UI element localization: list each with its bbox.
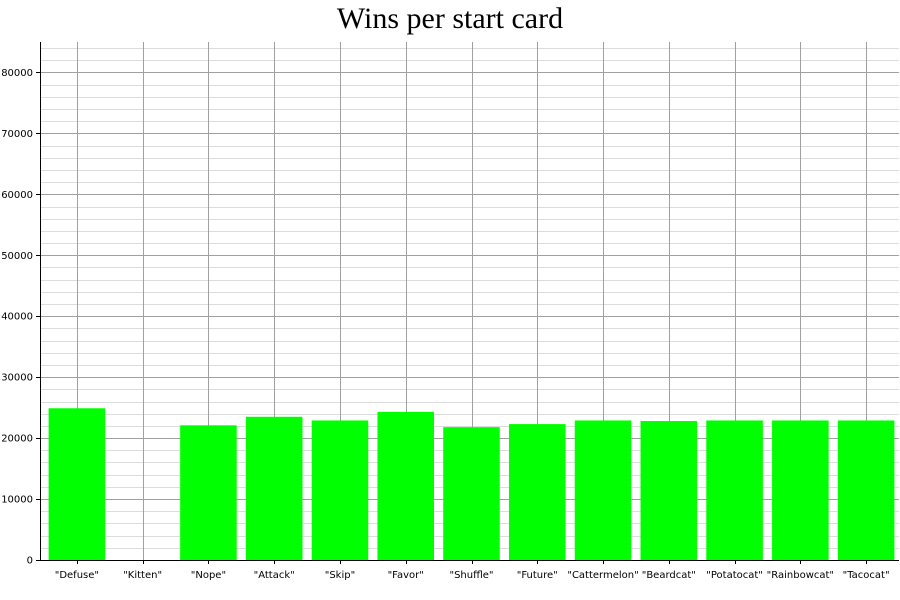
chart-title: Wins per start card [336, 2, 564, 35]
bar [837, 420, 895, 560]
x-tick-label: "Rainbowcat" [767, 570, 834, 581]
y-tick-label: 30000 [1, 373, 33, 384]
y-tick-label: 10000 [1, 495, 33, 506]
bar [508, 424, 566, 560]
bar [377, 411, 435, 560]
bar [443, 427, 500, 560]
y-tick-label: 80000 [1, 68, 33, 79]
bars [48, 408, 895, 560]
x-tick-label: "Cattermelon" [567, 570, 638, 581]
y-tick-label: 40000 [1, 312, 33, 323]
x-tick-labels: "Defuse" "Kitten" "Nope" "Attack" "Skip" "Fav… [55, 570, 890, 581]
x-tick-label: "Beardcat" [642, 570, 696, 581]
x-tick-label: "Potatocat" [706, 570, 763, 581]
bar [48, 408, 106, 560]
bar [180, 425, 237, 560]
y-tick-label: 60000 [1, 190, 33, 201]
y-tick-label: 0 [27, 556, 33, 567]
x-tick-label: "Tacocat" [843, 570, 890, 581]
bar [311, 420, 369, 560]
x-tick-label: "Defuse" [55, 570, 99, 581]
x-tick-label: "Nope" [191, 570, 226, 581]
x-tick-label: "Kitten" [123, 570, 162, 581]
bar [640, 421, 698, 560]
y-tick-label: 70000 [1, 129, 33, 140]
axes [36, 42, 899, 564]
x-tick-label: "Attack" [254, 570, 295, 581]
bar [574, 420, 632, 560]
x-tick-label: "Skip" [325, 570, 355, 581]
x-tick-label: "Future" [517, 570, 558, 581]
x-tick-label: "Favor" [388, 570, 424, 581]
y-tick-labels: 0 10000 20000 30000 40000 50000 60000 70000 8000… [1, 68, 33, 567]
y-tick-label: 50000 [1, 251, 33, 262]
bar [245, 416, 303, 560]
bar [772, 420, 829, 560]
bar [706, 420, 763, 560]
x-tick-label: "Shuffle" [449, 570, 493, 581]
y-tick-label: 20000 [1, 434, 33, 445]
